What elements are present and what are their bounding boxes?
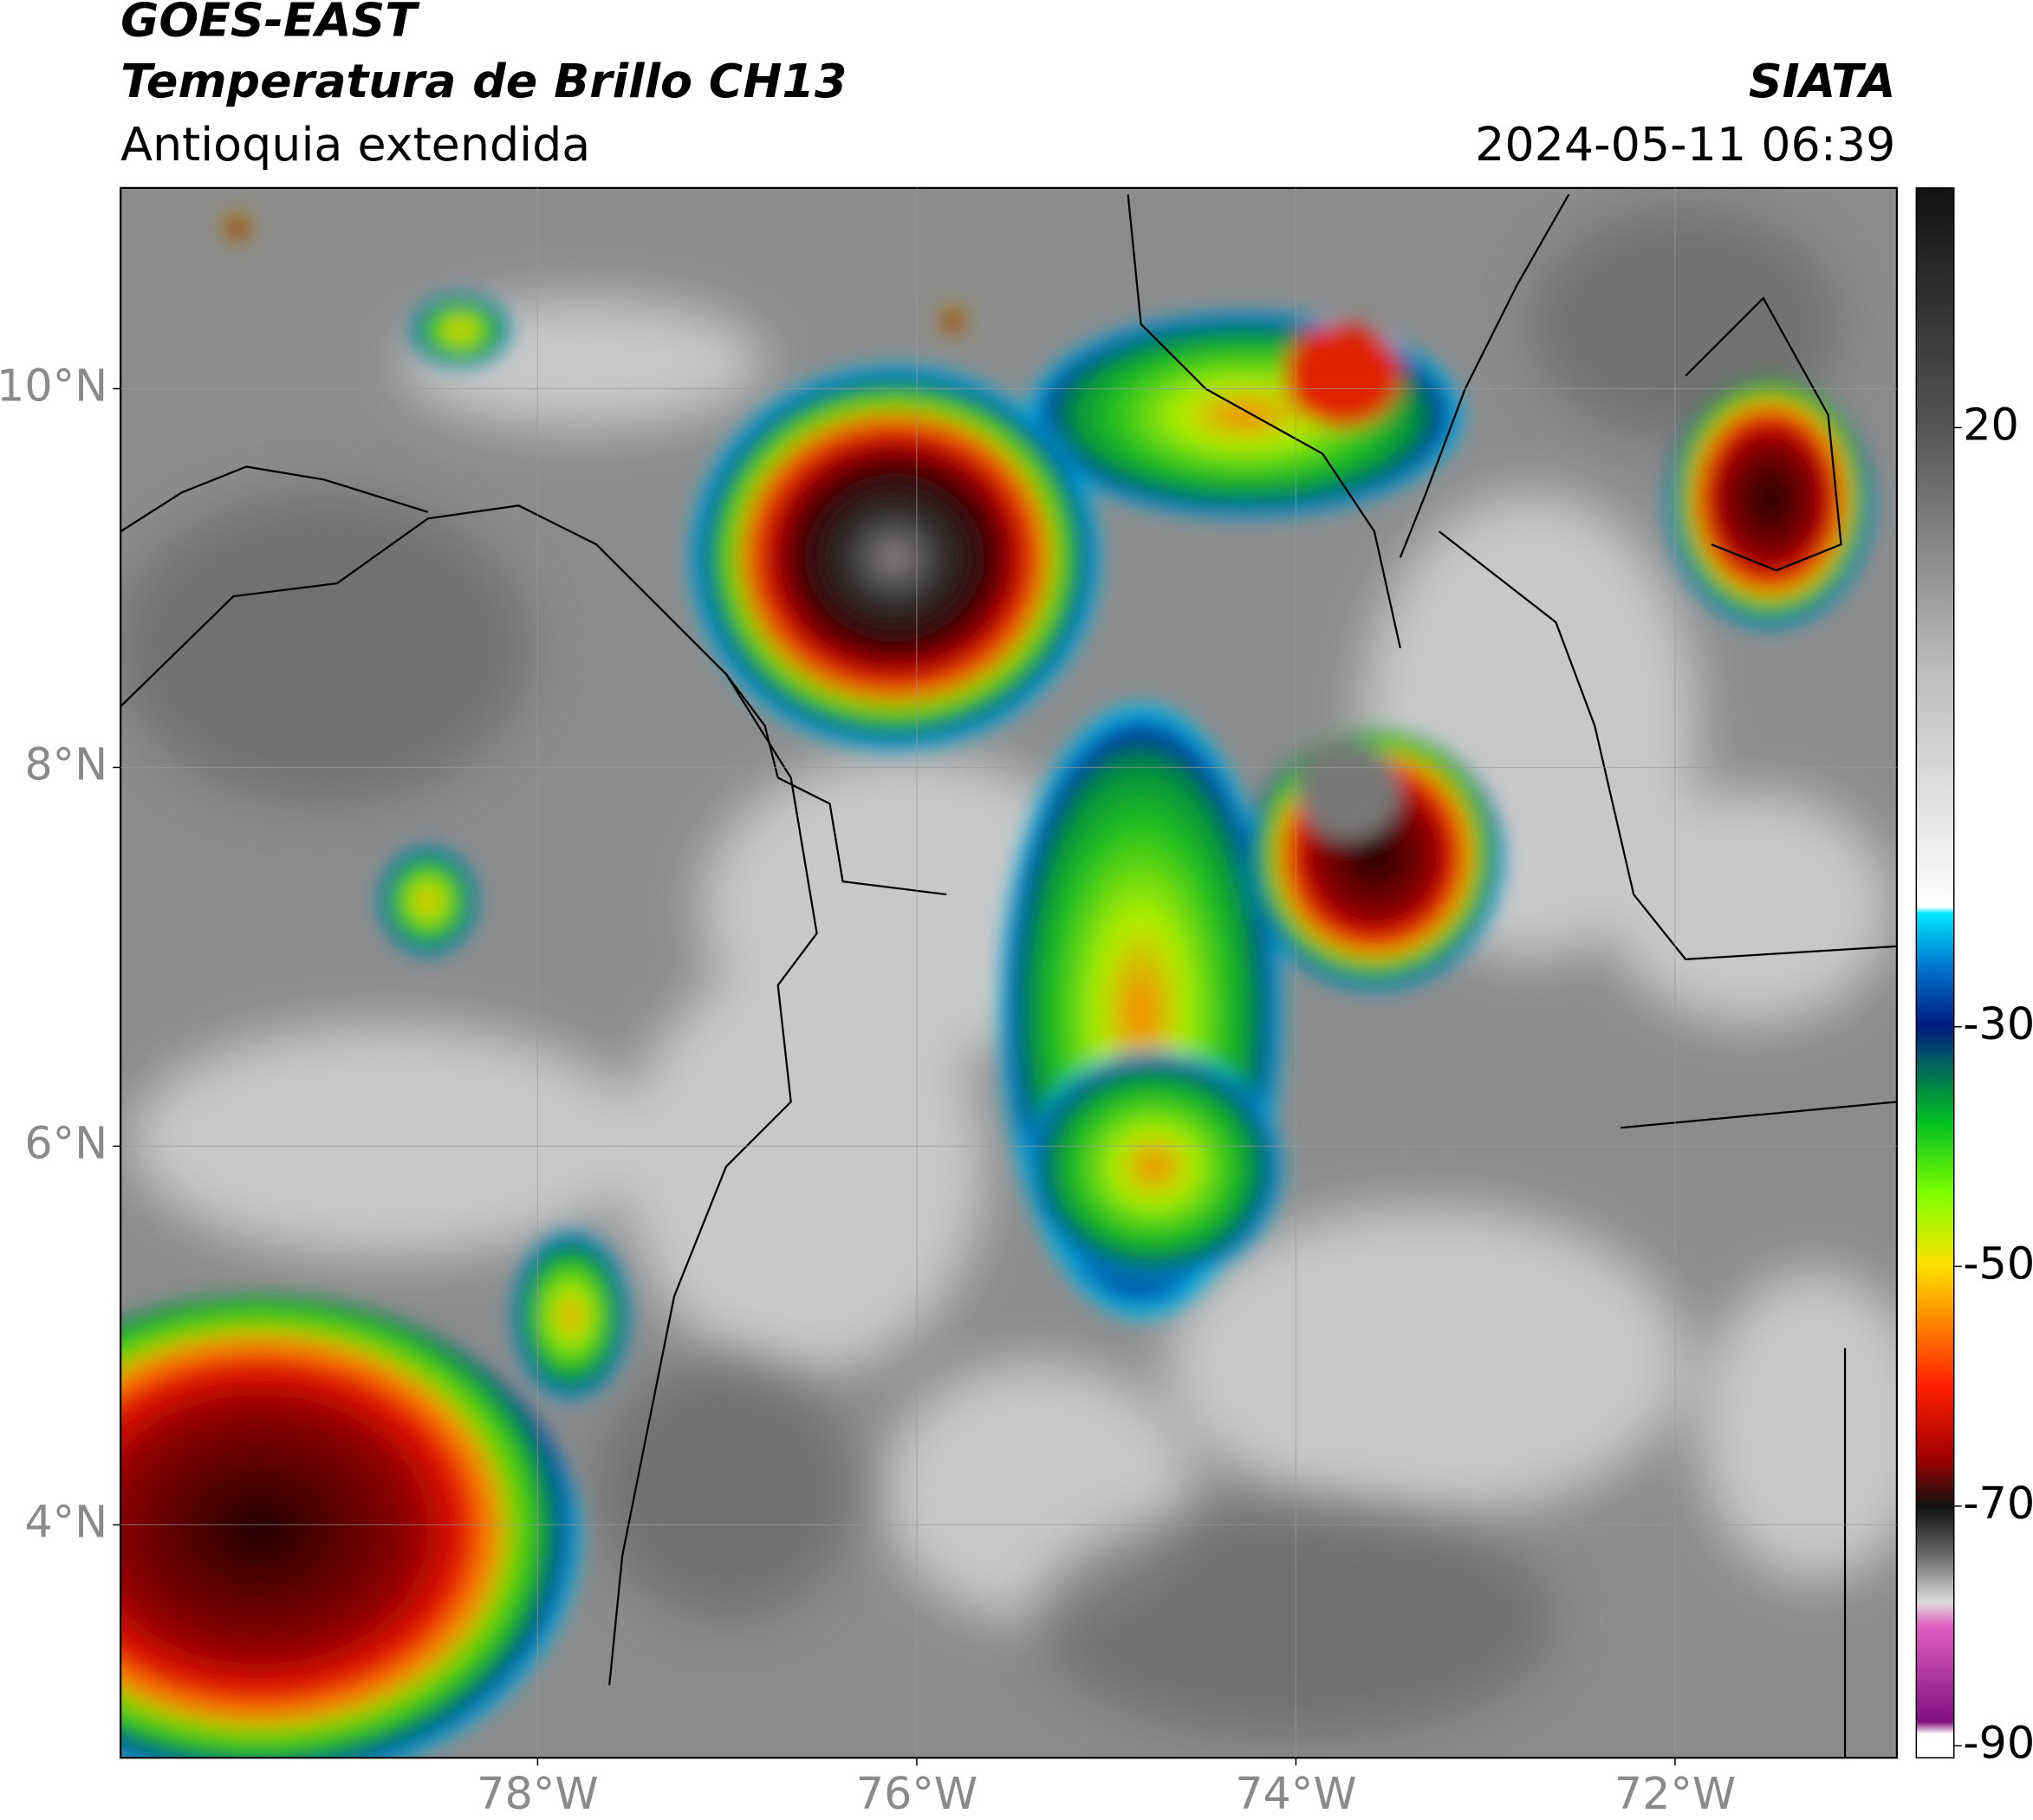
colorbar-tick-label: -90 [1963, 1717, 2033, 1768]
title: GOES-EAST [120, 0, 420, 48]
x-tick-label: 76°W [856, 1768, 978, 1819]
x-tick-label: 72°W [1614, 1768, 1736, 1819]
colorbar-tick-label: -30 [1963, 998, 2033, 1050]
region: Antioquia extendida [120, 117, 590, 172]
x-tick-label: 78°W [477, 1768, 598, 1819]
subtitle: Temperatura de Brillo CH13 [120, 54, 847, 108]
timestamp: 2024-05-11 06:39 [1475, 117, 1895, 172]
colorbar-tick-label: -50 [1963, 1238, 2033, 1289]
colorbar-tick-label: 20 [1963, 399, 2019, 450]
y-tick-label: 6°N [24, 1117, 107, 1168]
y-tick-label: 4°N [24, 1496, 107, 1547]
source: SIATA [1749, 54, 1896, 108]
satellite-image [120, 187, 1897, 1758]
x-tick-label: 74°W [1235, 1768, 1356, 1819]
colorbar-tick-label: -70 [1963, 1478, 2033, 1529]
y-tick-label: 8°N [24, 738, 107, 790]
map-frame [120, 186, 1899, 1759]
y-tick-label: 10°N [0, 360, 107, 411]
colorbar [1915, 187, 1955, 1758]
